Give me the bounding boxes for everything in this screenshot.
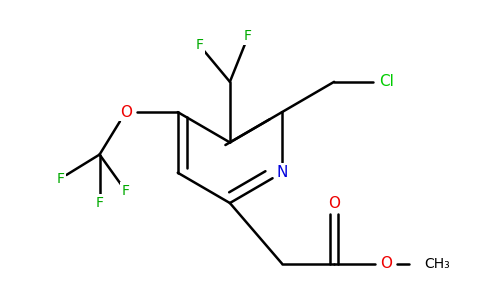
Text: F: F [56, 172, 64, 186]
Text: F: F [196, 38, 204, 52]
Text: O: O [380, 256, 392, 271]
Text: F: F [244, 29, 252, 44]
Text: F: F [95, 196, 104, 210]
Text: CH₃: CH₃ [424, 256, 450, 271]
Text: O: O [328, 196, 340, 211]
Text: N: N [276, 165, 287, 180]
Text: O: O [120, 105, 132, 120]
Text: F: F [121, 184, 130, 198]
Text: Cl: Cl [379, 74, 393, 89]
